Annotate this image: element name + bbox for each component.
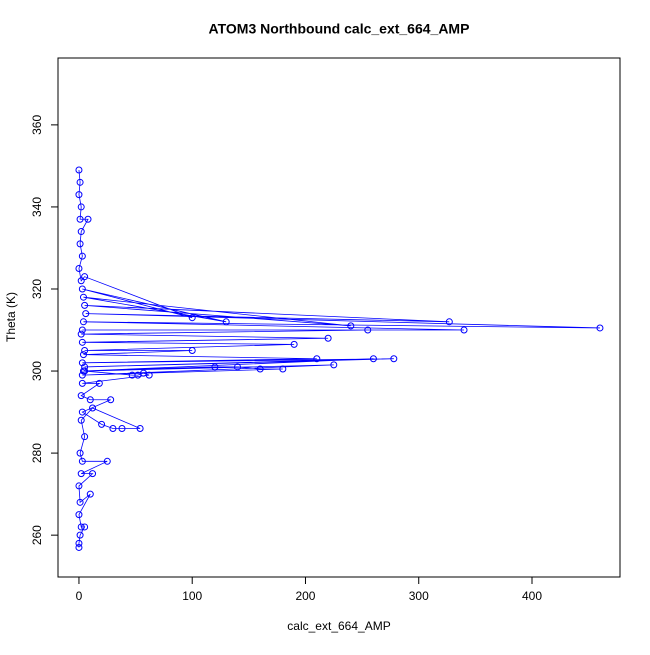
point bbox=[77, 203, 85, 211]
x-tick-label: 200 bbox=[295, 589, 315, 603]
point bbox=[330, 361, 338, 369]
x-tick-label: 0 bbox=[76, 589, 83, 603]
point bbox=[445, 318, 453, 326]
point bbox=[81, 367, 89, 375]
point bbox=[234, 363, 242, 371]
x-tick-label: 300 bbox=[409, 589, 429, 603]
point bbox=[76, 215, 84, 223]
x-axis-label: calc_ext_664_AMP bbox=[287, 619, 390, 633]
point bbox=[81, 363, 89, 371]
point bbox=[107, 396, 115, 404]
point bbox=[136, 424, 144, 432]
point bbox=[75, 166, 83, 174]
point bbox=[75, 539, 83, 547]
point bbox=[77, 523, 85, 531]
point bbox=[78, 359, 86, 367]
point bbox=[75, 264, 83, 272]
point bbox=[81, 347, 89, 355]
point bbox=[81, 433, 89, 441]
point bbox=[77, 228, 85, 236]
point bbox=[279, 365, 287, 373]
point bbox=[103, 457, 111, 465]
point bbox=[76, 531, 84, 539]
point bbox=[364, 326, 372, 334]
point bbox=[78, 285, 86, 293]
series-line bbox=[78, 169, 600, 548]
point bbox=[95, 379, 103, 387]
point bbox=[76, 449, 84, 457]
point bbox=[78, 379, 86, 387]
point bbox=[369, 355, 377, 363]
point bbox=[188, 314, 196, 322]
point bbox=[75, 191, 83, 199]
point bbox=[89, 404, 97, 412]
point bbox=[78, 326, 86, 334]
point bbox=[84, 215, 92, 223]
y-tick-label: 340 bbox=[30, 197, 44, 217]
x-tick-label: 400 bbox=[522, 589, 542, 603]
point bbox=[86, 490, 94, 498]
point bbox=[98, 420, 106, 428]
point bbox=[78, 408, 86, 416]
chart-title: ATOM3 Northbound calc_ext_664_AMP bbox=[209, 21, 470, 37]
point bbox=[76, 178, 84, 186]
point bbox=[347, 322, 355, 330]
point bbox=[78, 371, 86, 379]
point bbox=[82, 310, 90, 318]
y-tick-label: 300 bbox=[30, 361, 44, 381]
point bbox=[77, 470, 85, 478]
y-tick-label: 260 bbox=[30, 525, 44, 545]
point bbox=[77, 392, 85, 400]
point bbox=[76, 498, 84, 506]
point bbox=[118, 424, 126, 432]
point bbox=[313, 355, 321, 363]
point bbox=[211, 363, 219, 371]
point bbox=[76, 240, 84, 248]
point bbox=[109, 424, 117, 432]
point bbox=[290, 340, 298, 348]
point bbox=[75, 482, 83, 490]
point bbox=[222, 318, 230, 326]
point bbox=[81, 523, 89, 531]
y-tick-label: 280 bbox=[30, 443, 44, 463]
point bbox=[81, 273, 89, 281]
point bbox=[324, 334, 332, 342]
y-axis-label: Theta (K) bbox=[4, 292, 18, 342]
y-tick-label: 360 bbox=[30, 115, 44, 135]
point bbox=[79, 293, 87, 301]
x-tick-label: 100 bbox=[182, 589, 202, 603]
point bbox=[145, 371, 153, 379]
point bbox=[78, 252, 86, 260]
point bbox=[77, 416, 85, 424]
point bbox=[188, 347, 196, 355]
point bbox=[596, 324, 604, 332]
point bbox=[460, 326, 468, 334]
y-tick-label: 320 bbox=[30, 279, 44, 299]
point bbox=[77, 277, 85, 285]
point bbox=[89, 470, 97, 478]
point bbox=[256, 365, 264, 373]
point bbox=[77, 330, 85, 338]
point bbox=[75, 543, 83, 551]
point bbox=[79, 351, 87, 359]
point bbox=[75, 511, 83, 519]
point bbox=[86, 396, 94, 404]
point bbox=[78, 457, 86, 465]
point bbox=[79, 318, 87, 326]
point bbox=[81, 301, 89, 309]
point bbox=[390, 355, 398, 363]
point bbox=[78, 338, 86, 346]
